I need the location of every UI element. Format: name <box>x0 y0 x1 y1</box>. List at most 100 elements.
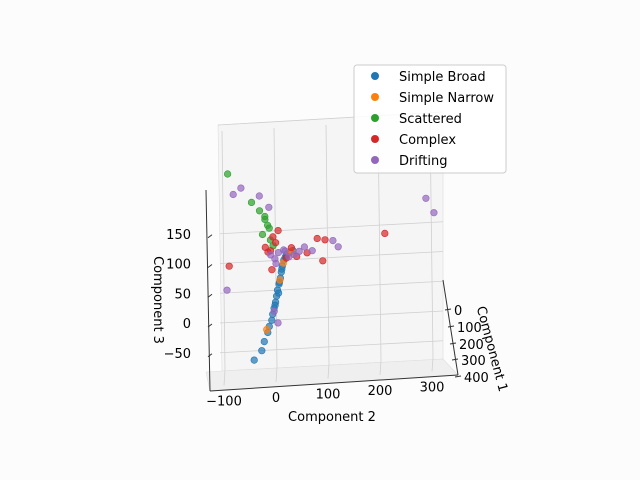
data-point <box>260 338 268 346</box>
y-tick-label: −100 <box>206 395 242 410</box>
y-tick-label: 0 <box>272 391 280 406</box>
data-point <box>281 247 289 255</box>
data-point <box>255 207 264 215</box>
z-tick-mark <box>207 353 213 358</box>
data-point <box>268 266 276 274</box>
x-tick-mark <box>447 325 455 328</box>
data-point <box>265 203 273 211</box>
data-point <box>321 236 329 244</box>
grid-line-floor <box>275 366 278 383</box>
data-point <box>258 347 266 355</box>
data-point <box>271 301 279 309</box>
data-point <box>237 184 245 192</box>
legend-label: Simple Narrow <box>399 91 494 106</box>
data-point <box>223 286 231 294</box>
grid-line-horizontal <box>219 221 444 235</box>
tick-marks <box>207 234 462 378</box>
z-axis-line <box>205 189 211 392</box>
data-point <box>278 265 286 273</box>
z-tick-mark <box>207 293 213 298</box>
data-points <box>223 170 438 364</box>
data-point <box>268 316 276 324</box>
data-point <box>275 289 283 297</box>
y-axis-label: Component 2 <box>288 410 376 425</box>
legend-box <box>353 64 507 174</box>
x-tick-label: 100 <box>457 321 482 336</box>
data-point <box>225 262 233 270</box>
legend: Simple Broad Simple Narrow Scattered Comple… <box>353 64 507 174</box>
floor-pane <box>205 358 459 392</box>
legend-label: Simple Broad <box>399 70 486 85</box>
data-point <box>308 247 316 255</box>
data-point <box>287 244 296 252</box>
y-tick-label: 200 <box>368 384 393 399</box>
data-point <box>329 237 337 245</box>
legend-marker <box>371 114 379 122</box>
x-tick-label: 400 <box>464 371 489 386</box>
data-point <box>263 326 271 334</box>
grid-line-horizontal <box>219 251 444 264</box>
data-point <box>300 243 309 251</box>
z-tick-label: 50 <box>174 287 191 302</box>
data-point <box>313 234 321 243</box>
x-tick-label: 200 <box>459 338 484 353</box>
y-tick-label: 100 <box>316 388 341 403</box>
data-point <box>295 247 303 255</box>
data-point <box>261 215 269 224</box>
data-point <box>224 170 232 178</box>
x-tick-label: 0 <box>454 304 462 319</box>
grid-line-horizontal <box>219 280 444 294</box>
grid-line-vertical <box>325 124 330 365</box>
data-point <box>270 307 278 315</box>
data-point <box>319 257 327 265</box>
data-point <box>290 251 298 259</box>
x-tick-mark <box>449 342 457 345</box>
x-tick-mark <box>454 375 462 378</box>
grid-line-floor <box>431 357 434 372</box>
grid-line-floor <box>379 360 382 376</box>
legend-marker <box>371 93 379 101</box>
legend-label: Drifting <box>399 154 448 169</box>
data-point <box>422 194 430 202</box>
grid-line-horizontal <box>219 310 444 324</box>
grid-line-floor <box>223 369 226 386</box>
z-tick-mark <box>207 264 213 268</box>
legend-label: Complex <box>399 133 456 148</box>
z-tick-mark <box>207 323 213 328</box>
y-axis-line <box>209 374 459 392</box>
data-point <box>258 230 267 239</box>
data-point <box>247 198 256 206</box>
legend-marker <box>371 72 379 80</box>
data-point <box>265 224 273 232</box>
z-tick-label: 0 <box>183 317 191 332</box>
legend-marker <box>371 135 379 143</box>
y-tick-label: 300 <box>420 381 445 396</box>
z-axis-label: Component 3 <box>150 256 165 344</box>
data-point <box>274 227 282 235</box>
data-point <box>229 190 237 199</box>
x-tick-label: 300 <box>461 354 486 369</box>
data-point <box>272 259 280 268</box>
data-point <box>272 239 280 247</box>
z-tick-label: 100 <box>166 258 191 273</box>
x-tick-mark <box>451 358 459 361</box>
data-point <box>274 319 282 327</box>
data-point <box>334 243 342 251</box>
data-point <box>381 229 389 237</box>
grid-line-horizontal <box>219 340 444 354</box>
z-tick-label: −50 <box>164 347 191 362</box>
x-tick-mark <box>444 308 452 311</box>
z-tick-label: 150 <box>166 228 191 243</box>
data-point <box>255 192 263 200</box>
legend-label: Scattered <box>399 112 462 127</box>
data-point <box>250 356 258 364</box>
z-tick-mark <box>207 234 213 239</box>
data-point <box>276 276 284 284</box>
data-point <box>269 233 277 241</box>
grid-line-floor <box>327 363 330 379</box>
legend-marker <box>371 156 379 164</box>
data-point <box>430 209 438 217</box>
grid-line-vertical <box>221 130 226 371</box>
